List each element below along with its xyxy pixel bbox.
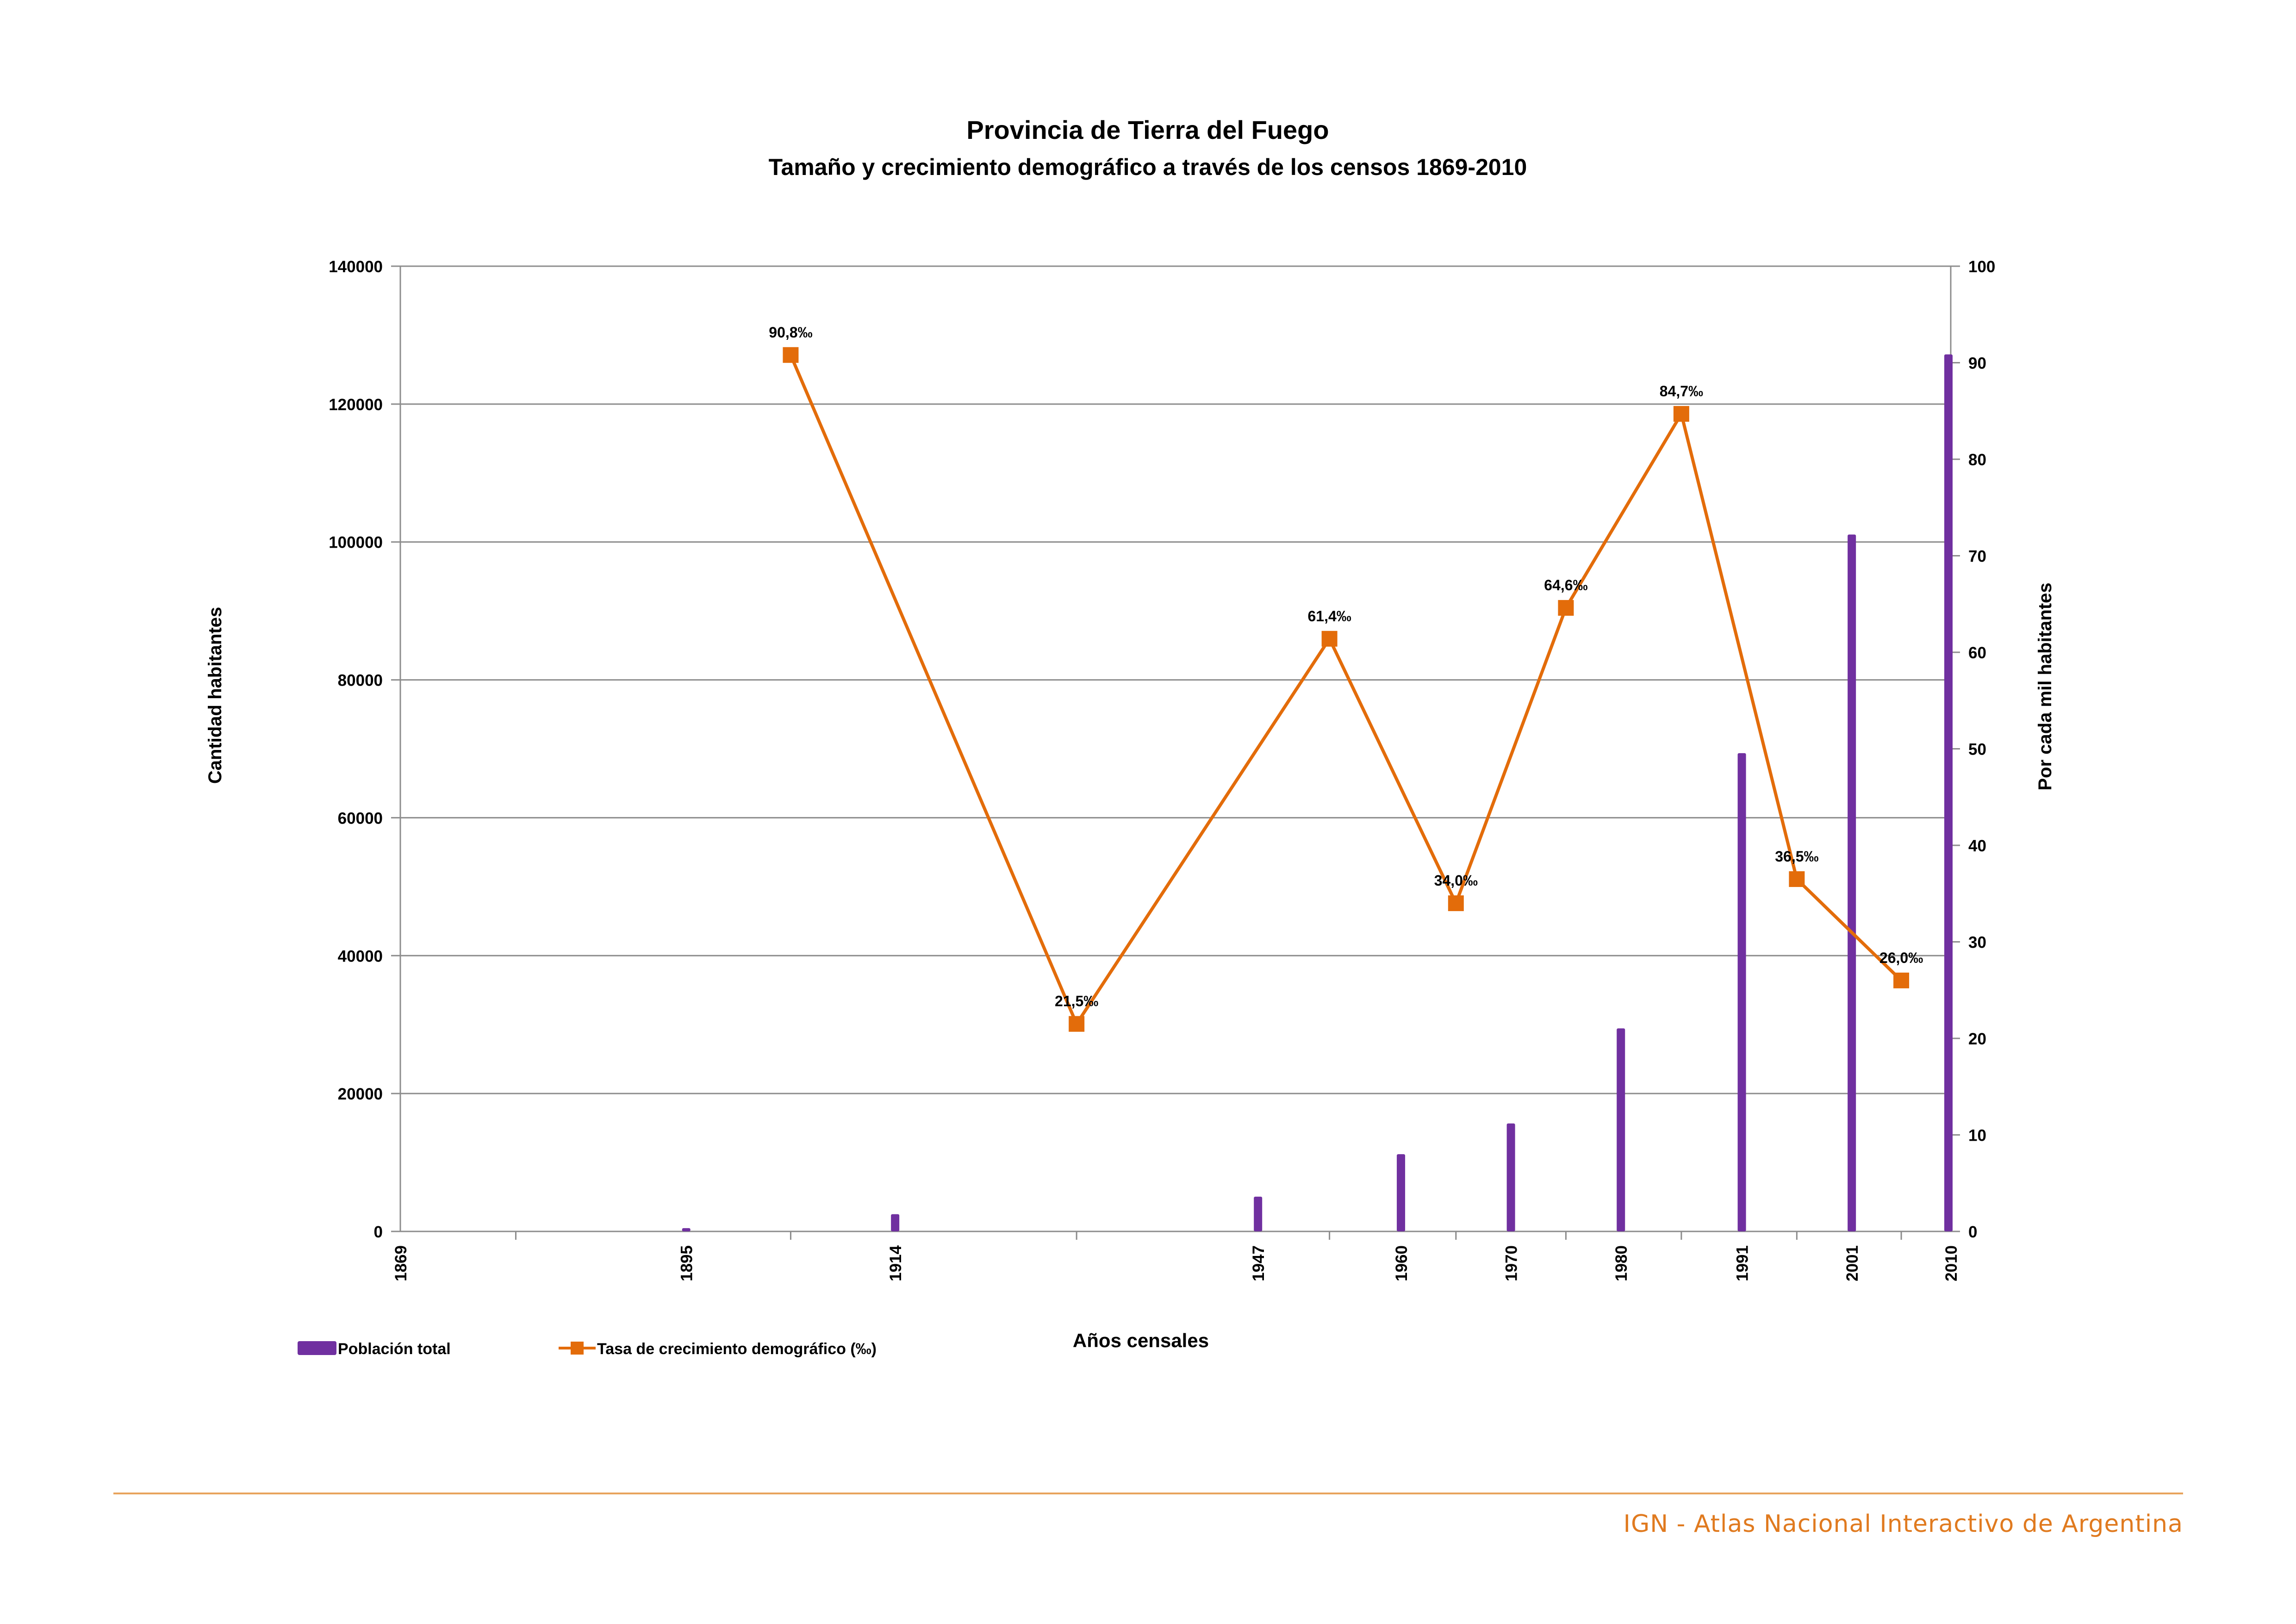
- y-tick-label-left: 80000: [338, 672, 383, 690]
- bar: [1397, 1154, 1406, 1231]
- y-tick-label-left: 60000: [338, 809, 383, 827]
- legend-label-bar: Población total: [338, 1340, 451, 1358]
- line-marker: [1448, 895, 1464, 912]
- x-tick-label: 1960: [1393, 1245, 1411, 1281]
- bar: [891, 1214, 900, 1231]
- bar: [1254, 1196, 1263, 1231]
- data-label: 34,0‰: [1434, 872, 1478, 889]
- data-label: 36,5‰: [1775, 848, 1818, 865]
- y-tick-label-right: 30: [1968, 934, 1986, 952]
- data-label: 84,7‰: [1660, 383, 1703, 400]
- data-label: 26,0‰: [1879, 949, 1923, 966]
- x-tick-label: 1895: [678, 1245, 696, 1281]
- footer-credit: IGN - Atlas Nacional Interactivo de Arge…: [1623, 1510, 2183, 1538]
- grid-lines: [400, 265, 1951, 1094]
- chart-title: Provincia de Tierra del Fuego: [966, 115, 1329, 144]
- y-axis-right-title: Por cada mil habitantes: [2035, 582, 2055, 790]
- x-axis-title: Años censales: [1073, 1330, 1209, 1351]
- x-tick-label: 1869: [392, 1245, 410, 1281]
- line-marker: [1558, 600, 1574, 616]
- bar: [1848, 534, 1856, 1231]
- y-tick-label-left: 120000: [329, 396, 383, 414]
- line-series: [783, 347, 1910, 1032]
- y-tick-label-right: 90: [1968, 355, 1986, 373]
- legend: Población total Tasa de crecimiento demo…: [298, 1340, 877, 1358]
- y-tick-label-right: 0: [1968, 1223, 1977, 1241]
- y-tick-label-left: 20000: [338, 1085, 383, 1103]
- data-labels: 90,8‰ 21,5‰ 61,4‰ 34,0‰ 64,6‰ 84,7‰ 36,5‰ 26,0‰: [769, 324, 1923, 1010]
- x-tick-label: 1980: [1612, 1245, 1630, 1281]
- x-tick-label: 1970: [1503, 1245, 1521, 1281]
- y-axis-left-title: Cantidad habitantes: [205, 607, 225, 784]
- data-label: 90,8‰: [769, 324, 812, 341]
- x-tick-label: 2001: [1843, 1245, 1861, 1281]
- bar: [1617, 1028, 1625, 1231]
- data-label: 21,5‰: [1055, 993, 1098, 1010]
- y-tick-label-right: 80: [1968, 451, 1986, 469]
- legend-label-line: Tasa de crecimiento demográfico (‰): [597, 1340, 877, 1358]
- bar: [1737, 753, 1746, 1231]
- chart-subtitle: Tamaño y crecimiento demográfico a travé…: [769, 154, 1527, 180]
- line-marker: [1673, 406, 1689, 422]
- bar: [1944, 354, 1953, 1231]
- x-tick-label: 1947: [1250, 1245, 1268, 1281]
- axes: 0 20000 40000 60000 80000 100000 120000 140000 0…: [329, 258, 1995, 1281]
- x-tick-label: 1914: [887, 1245, 905, 1281]
- y-tick-label-left: 140000: [329, 258, 383, 276]
- data-label: 64,6‰: [1544, 577, 1587, 593]
- y-tick-label-right: 60: [1968, 644, 1986, 662]
- legend-swatch-bar: [298, 1341, 336, 1355]
- footer-divider: [113, 1493, 2183, 1494]
- line-marker: [783, 347, 799, 363]
- y-tick-label-right: 70: [1968, 548, 1986, 566]
- line-marker: [1321, 631, 1338, 647]
- y-tick-label-right: 40: [1968, 837, 1986, 855]
- line-marker: [1069, 1016, 1085, 1032]
- x-tick-label: 2010: [1942, 1245, 1960, 1281]
- bar: [1506, 1123, 1515, 1231]
- line-marker: [1893, 972, 1910, 988]
- line-marker: [1789, 871, 1805, 887]
- y-tick-label-right: 100: [1968, 258, 1995, 276]
- y-tick-label-right: 50: [1968, 741, 1986, 759]
- growth-rate-line: [789, 354, 1903, 1026]
- legend-swatch-marker: [571, 1342, 584, 1355]
- bar-series: [682, 354, 1953, 1231]
- bar: [682, 1228, 691, 1231]
- y-tick-label-left: 100000: [329, 534, 383, 552]
- y-tick-label-left: 40000: [338, 947, 383, 965]
- x-tick-label: 1991: [1734, 1245, 1752, 1281]
- y-tick-label-right: 10: [1968, 1127, 1986, 1145]
- data-label: 61,4‰: [1307, 608, 1351, 625]
- y-tick-label-left: 0: [374, 1223, 383, 1241]
- y-tick-label-right: 20: [1968, 1030, 1986, 1048]
